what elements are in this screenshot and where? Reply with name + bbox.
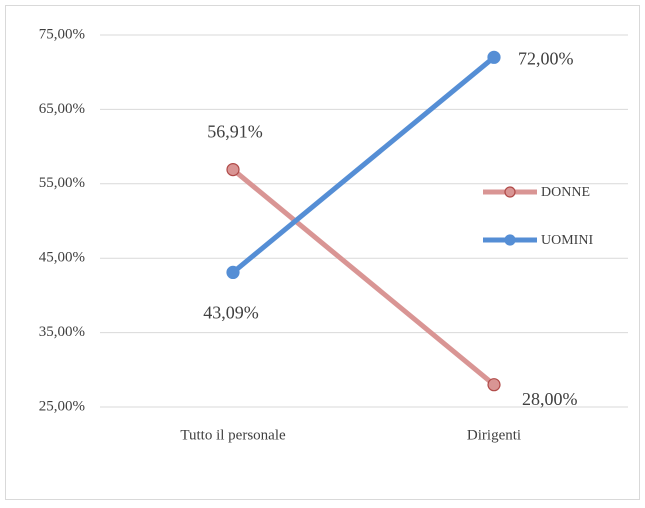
- value-label: 72,00%: [518, 48, 574, 68]
- legend-marker: [504, 186, 516, 198]
- x-tick-label: Dirigenti: [467, 427, 521, 443]
- series-line: [231, 167, 496, 387]
- y-tick-label: 45,00%: [39, 250, 85, 266]
- legend-label: UOMINI: [541, 233, 593, 248]
- y-tick-label: 25,00%: [39, 398, 85, 414]
- point-marker: [487, 378, 501, 392]
- y-tick-label: 65,00%: [39, 101, 85, 117]
- series-line: [231, 55, 496, 275]
- point-marker: [487, 50, 501, 64]
- point-marker: [226, 162, 240, 177]
- legend-marker: [504, 234, 516, 246]
- legend-label: DONNE: [541, 185, 590, 200]
- value-label: 43,09%: [203, 303, 259, 323]
- value-label: 28,00%: [522, 389, 578, 409]
- chart-border: [5, 5, 640, 500]
- y-tick-label: 35,00%: [39, 324, 85, 340]
- y-tick-label: 75,00%: [39, 26, 85, 42]
- x-tick-label: Tutto il personale: [180, 427, 286, 443]
- value-label: 56,91%: [207, 122, 263, 142]
- point-marker: [226, 265, 240, 280]
- y-tick-label: 55,00%: [39, 175, 85, 191]
